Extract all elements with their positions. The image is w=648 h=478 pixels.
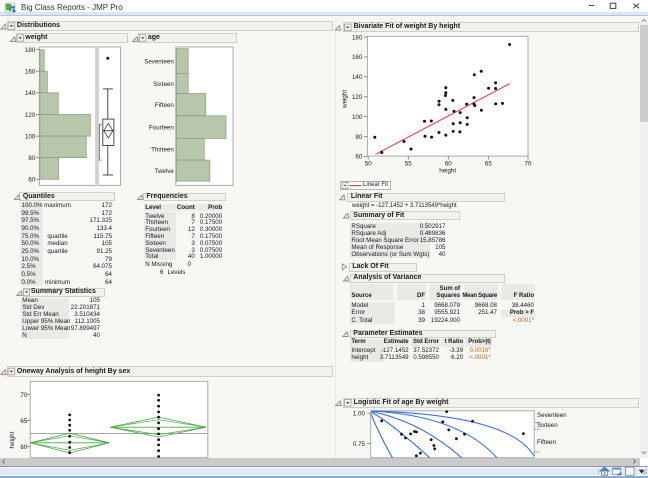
svg-text:80: 80: [355, 134, 362, 141]
svg-text:80: 80: [28, 155, 35, 162]
svg-text:Fourteen: Fourteen: [149, 124, 174, 131]
svg-text:Fifteen: Fifteen: [155, 102, 174, 109]
svg-text:Seventeen: Seventeen: [144, 58, 174, 65]
svg-text:weight: weight: [342, 90, 349, 109]
svg-text:100: 100: [352, 114, 363, 121]
svg-text:Fifteen: Fifteen: [537, 439, 556, 446]
svg-text:Thirteen: Thirteen: [151, 147, 174, 154]
svg-text:Sixteen: Sixteen: [153, 81, 174, 88]
svg-text:55: 55: [405, 160, 412, 167]
svg-text:Twelve: Twelve: [155, 168, 175, 175]
svg-text:70: 70: [20, 392, 27, 399]
svg-text:120: 120: [352, 94, 363, 101]
svg-text:140: 140: [352, 74, 363, 81]
svg-text:1.00: 1.00: [353, 411, 366, 418]
svg-text:100: 100: [25, 133, 36, 140]
svg-text:65: 65: [20, 418, 27, 425]
svg-text:50: 50: [365, 160, 372, 167]
svg-text:60: 60: [28, 177, 35, 184]
svg-text:160: 160: [25, 69, 36, 76]
svg-text:160: 160: [352, 54, 363, 61]
svg-text:180: 180: [352, 34, 363, 41]
svg-text:70: 70: [525, 160, 532, 167]
svg-text:120: 120: [25, 112, 36, 119]
svg-text:60: 60: [445, 160, 452, 167]
svg-text:Sixteen: Sixteen: [537, 422, 558, 429]
svg-text:60: 60: [20, 444, 27, 451]
svg-text:Seventeen: Seventeen: [537, 412, 567, 419]
svg-text:height: height: [9, 431, 16, 448]
svg-text:180: 180: [25, 47, 36, 54]
svg-text:140: 140: [25, 90, 36, 97]
svg-text:height: height: [439, 168, 456, 175]
svg-text:0.75: 0.75: [353, 441, 366, 448]
svg-text:60: 60: [355, 154, 362, 161]
svg-text:65: 65: [485, 160, 492, 167]
